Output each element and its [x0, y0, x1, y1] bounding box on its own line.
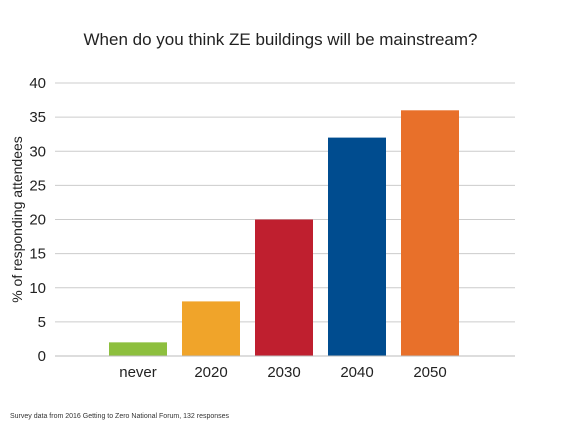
y-tick-label: 35 — [29, 109, 46, 126]
y-tick-label: 0 — [38, 348, 46, 365]
bar-2030 — [255, 219, 313, 356]
x-tick-label: 2050 — [413, 364, 446, 381]
y-tick-label: 40 — [29, 75, 46, 92]
y-axis-label: % of responding attendees — [9, 136, 25, 303]
bar-2050 — [401, 110, 459, 356]
x-tick-label: 2030 — [267, 364, 300, 381]
bars — [109, 110, 459, 356]
bar-2040 — [328, 137, 386, 356]
x-axis-ticks: never 2020 2030 2040 2050 — [119, 364, 446, 381]
footnote: Survey data from 2016 Getting to Zero Na… — [10, 413, 230, 420]
y-tick-label: 30 — [29, 143, 46, 160]
x-tick-label: 2040 — [340, 364, 373, 381]
y-axis-ticks: 0 5 10 15 20 25 30 35 40 — [29, 75, 46, 365]
y-tick-label: 25 — [29, 177, 46, 194]
x-tick-label: never — [119, 364, 157, 381]
y-tick-label: 10 — [29, 280, 46, 297]
bar-never — [109, 342, 167, 356]
bar-2020 — [182, 301, 240, 356]
chart-title: When do you think ZE buildings will be m… — [83, 30, 478, 49]
x-tick-label: 2020 — [194, 364, 227, 381]
y-tick-label: 20 — [29, 212, 46, 229]
y-tick-label: 5 — [38, 314, 46, 331]
y-tick-label: 15 — [29, 246, 46, 263]
